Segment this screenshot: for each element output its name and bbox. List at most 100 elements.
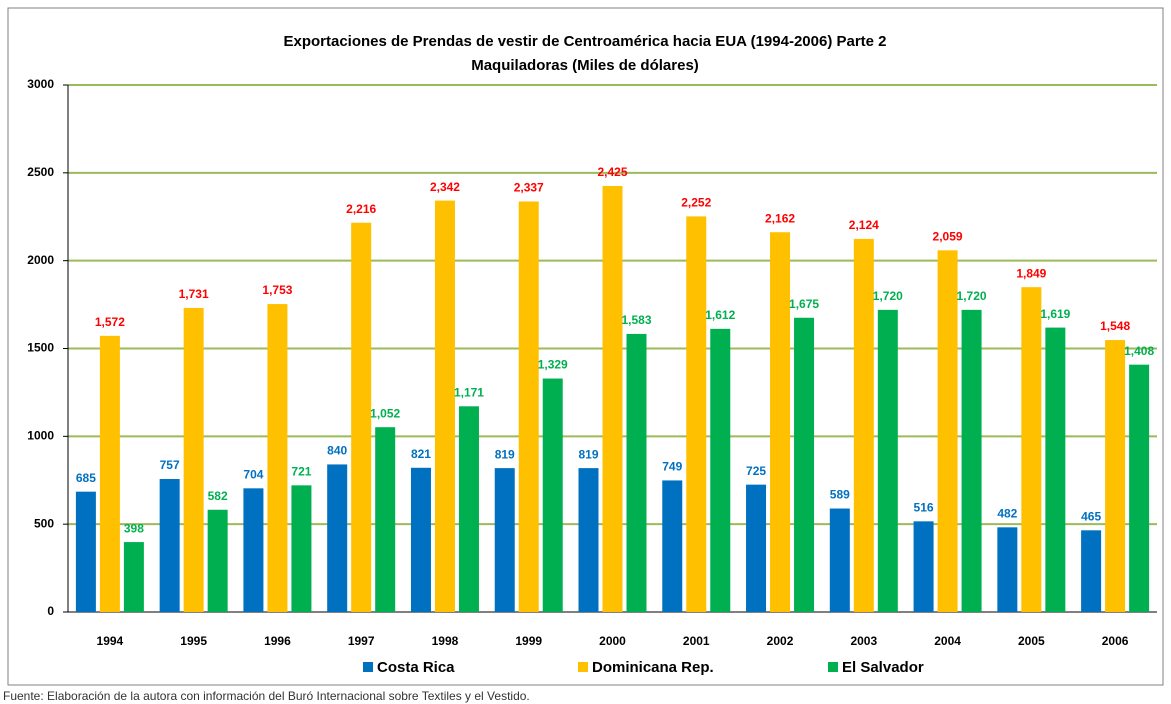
bar [458, 406, 479, 612]
chart-title: Exportaciones de Prendas de vestir de Ce… [283, 33, 886, 50]
bar [1081, 530, 1102, 612]
data-label: 1,720 [957, 289, 987, 303]
legend-label: Costa Rica [377, 659, 455, 676]
bar [770, 232, 791, 612]
data-label: 749 [662, 460, 682, 474]
data-label: 1,675 [789, 297, 819, 311]
source-note: Fuente: Elaboración de la autora con inf… [3, 689, 530, 703]
data-label: 1,329 [538, 358, 568, 372]
data-label: 819 [495, 447, 515, 461]
bar [877, 309, 898, 612]
bar [183, 307, 204, 612]
y-tick-label: 0 [47, 604, 54, 618]
bar [542, 378, 563, 612]
bar [243, 488, 264, 612]
data-label: 1,408 [1124, 344, 1154, 358]
data-label: 2,252 [681, 196, 711, 210]
bar [434, 200, 455, 612]
bar [327, 464, 348, 612]
data-label: 1,171 [454, 385, 484, 399]
bar [159, 479, 180, 612]
x-tick-label: 2003 [850, 634, 877, 648]
y-tick-label: 1500 [27, 341, 54, 355]
data-label: 1,619 [1040, 307, 1070, 321]
data-label: 821 [411, 447, 431, 461]
data-label: 1,731 [179, 287, 209, 301]
legend-swatch [578, 662, 588, 672]
chart-subtitle: Maquiladoras (Miles de dólares) [471, 57, 699, 74]
data-label: 2,216 [346, 202, 376, 216]
bar [75, 491, 96, 612]
y-tick-label: 2000 [27, 253, 54, 267]
data-label: 465 [1081, 509, 1101, 523]
x-tick-label: 2004 [934, 634, 961, 648]
bar [997, 527, 1018, 612]
x-tick-label: 1998 [432, 634, 459, 648]
data-label: 840 [327, 444, 347, 458]
bar [1129, 364, 1150, 612]
bar [626, 333, 647, 612]
bar [410, 467, 431, 612]
data-label: 1,052 [370, 406, 400, 420]
y-tick-label: 1000 [27, 429, 54, 443]
data-label: 721 [291, 465, 311, 479]
data-label: 704 [243, 468, 263, 482]
data-label: 516 [914, 501, 934, 515]
legend-swatch [828, 662, 838, 672]
data-label: 1,720 [873, 289, 903, 303]
bar [961, 309, 982, 612]
data-label: 1,753 [262, 283, 292, 297]
legend-label: Dominicana Rep. [592, 659, 714, 676]
y-tick-label: 2500 [27, 165, 54, 179]
bar [746, 484, 767, 612]
bar [207, 509, 228, 612]
y-tick-label: 3000 [27, 77, 54, 91]
bar [710, 328, 731, 612]
legend-label: El Salvador [842, 659, 924, 676]
x-tick-label: 2002 [767, 634, 794, 648]
data-label: 685 [76, 471, 96, 485]
data-label: 2,124 [849, 218, 879, 232]
y-tick-label: 500 [34, 516, 54, 530]
data-label: 1,572 [95, 315, 125, 329]
bar [686, 216, 707, 612]
bar [267, 304, 288, 612]
data-label: 757 [160, 458, 180, 472]
bar [123, 542, 144, 612]
x-tick-label: 1996 [264, 634, 291, 648]
bar [662, 480, 683, 612]
data-label: 2,342 [430, 180, 460, 194]
data-label: 582 [208, 489, 228, 503]
bar [913, 521, 934, 612]
bar [794, 317, 815, 612]
bar [1045, 327, 1066, 612]
bar [351, 222, 372, 613]
data-label: 725 [746, 464, 766, 478]
x-tick-label: 1999 [515, 634, 542, 648]
bar [937, 250, 958, 612]
data-label: 2,059 [933, 229, 963, 243]
data-label: 819 [578, 447, 598, 461]
bar [1105, 340, 1126, 612]
data-label: 1,612 [705, 308, 735, 322]
x-tick-label: 2006 [1102, 634, 1129, 648]
data-label: 482 [997, 507, 1017, 521]
x-tick-label: 1994 [97, 634, 124, 648]
data-label: 2,425 [597, 165, 627, 179]
data-label: 2,337 [514, 181, 544, 195]
data-label: 1,548 [1100, 319, 1130, 333]
data-label: 1,583 [621, 313, 651, 327]
bar [829, 508, 850, 612]
bar [1021, 287, 1042, 612]
bar [291, 485, 312, 612]
bar [518, 201, 539, 613]
data-label: 2,162 [765, 211, 795, 225]
data-label: 589 [830, 488, 850, 502]
bar [602, 186, 623, 612]
legend-swatch [363, 662, 373, 672]
x-tick-label: 1997 [348, 634, 375, 648]
data-label: 1,849 [1016, 266, 1046, 280]
bar [494, 468, 515, 612]
x-tick-label: 2001 [683, 634, 710, 648]
